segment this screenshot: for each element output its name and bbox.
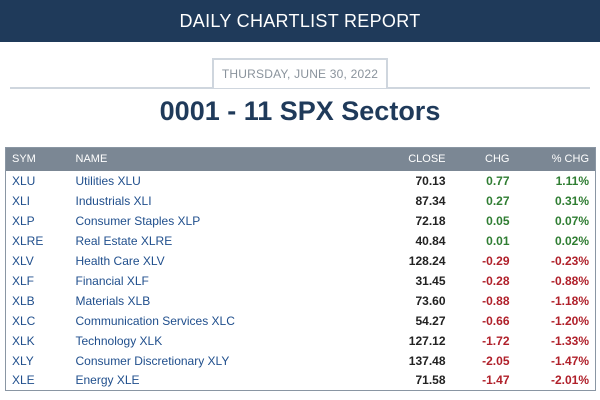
col-header-name[interactable]: NAME [69, 147, 366, 171]
col-header-close[interactable]: CLOSE [365, 147, 452, 171]
symbol-link[interactable]: XLRE [12, 233, 44, 248]
symbol-link[interactable]: XLI [12, 193, 31, 208]
change-value: -1.72 [482, 333, 510, 348]
report-date: THURSDAY, JUNE 30, 2022 [212, 58, 388, 88]
sector-name-link[interactable]: Real Estate XLRE [75, 233, 173, 248]
percent-change-value: -0.23% [550, 253, 589, 268]
col-header-pct-chg[interactable]: % CHG [515, 147, 596, 171]
change-value: -0.29 [482, 253, 510, 268]
percent-change-value: -1.47% [550, 353, 589, 368]
percent-change-value: -2.01% [550, 373, 589, 388]
table-row[interactable]: XLV Health Care XLV 128.24 -0.29 -0.23% [6, 251, 596, 271]
symbol-link[interactable]: XLY [12, 353, 34, 368]
close-value: 73.60 [415, 293, 446, 308]
report-date-text: THURSDAY, JUNE 30, 2022 [221, 67, 379, 81]
close-value: 137.48 [408, 353, 446, 368]
sector-name-link[interactable]: Consumer Staples XLP [75, 213, 201, 228]
sector-name-link[interactable]: Communication Services XLC [75, 313, 235, 328]
table-row[interactable]: XLU Utilities XLU 70.13 0.77 1.11% [6, 171, 596, 191]
table-row[interactable]: XLB Materials XLB 73.60 -0.88 -1.18% [6, 291, 596, 311]
table-row[interactable]: XLC Communication Services XLC 54.27 -0.66 -… [6, 311, 596, 331]
change-value: 0.01 [486, 233, 510, 248]
sector-name-link[interactable]: Energy XLE [75, 373, 140, 388]
symbol-link[interactable]: XLK [12, 333, 35, 348]
close-value: 70.13 [415, 173, 446, 188]
change-value: 0.77 [486, 173, 510, 188]
table-row[interactable]: XLE Energy XLE 71.58 -1.47 -2.01% [6, 371, 596, 391]
close-value: 128.24 [408, 253, 446, 268]
banner-title: DAILY CHARTLIST REPORT [179, 10, 421, 31]
change-value: -0.28 [482, 273, 510, 288]
close-value: 40.84 [415, 233, 446, 248]
table-row[interactable]: XLK Technology XLK 127.12 -1.72 -1.33% [6, 331, 596, 351]
sector-table: SYM NAME CLOSE CHG % CHG XLU Utilities XL… [5, 147, 596, 391]
percent-change-value: 0.31% [554, 193, 589, 208]
percent-change-value: 1.11% [555, 173, 589, 188]
change-value: -1.47 [482, 373, 510, 388]
close-value: 127.12 [408, 333, 446, 348]
chartlist-title: 0001 - 11 SPX Sectors [159, 96, 441, 126]
percent-change-value: -1.33% [550, 333, 589, 348]
percent-change-value: -0.88% [550, 273, 589, 288]
change-value: 0.27 [486, 193, 510, 208]
close-value: 71.58 [415, 373, 446, 388]
sector-name-link[interactable]: Industrials XLI [75, 193, 152, 208]
report-banner: DAILY CHARTLIST REPORT [0, 0, 600, 42]
sector-name-link[interactable]: Health Care XLV [75, 253, 165, 268]
table-row[interactable]: XLRE Real Estate XLRE 40.84 0.01 0.02% [6, 231, 596, 251]
table-body: XLU Utilities XLU 70.13 0.77 1.11% XLI Industr… [6, 171, 596, 391]
table-row[interactable]: XLF Financial XLF 31.45 -0.28 -0.88% [6, 271, 596, 291]
divider [10, 87, 590, 89]
sector-name-link[interactable]: Financial XLF [75, 273, 149, 288]
symbol-link[interactable]: XLF [12, 273, 35, 288]
table-row[interactable]: XLI Industrials XLI 87.34 0.27 0.31% [6, 191, 596, 211]
symbol-link[interactable]: XLE [12, 373, 35, 388]
symbol-link[interactable]: XLP [12, 213, 35, 228]
close-value: 87.34 [415, 193, 446, 208]
table-header-row: SYM NAME CLOSE CHG % CHG [5, 147, 596, 171]
symbol-link[interactable]: XLU [12, 173, 36, 188]
change-value: -0.66 [482, 313, 510, 328]
symbol-link[interactable]: XLC [12, 313, 36, 328]
percent-change-value: -1.18% [550, 293, 589, 308]
symbol-link[interactable]: XLB [12, 293, 35, 308]
sector-name-link[interactable]: Utilities XLU [75, 173, 141, 188]
change-value: 0.05 [486, 213, 510, 228]
sector-name-link[interactable]: Consumer Discretionary XLY [75, 353, 230, 368]
symbol-link[interactable]: XLV [12, 253, 34, 268]
change-value: -2.05 [482, 353, 510, 368]
sector-name-link[interactable]: Technology XLK [75, 333, 163, 348]
percent-change-value: 0.02% [554, 233, 589, 248]
col-header-chg[interactable]: CHG [451, 147, 516, 171]
percent-change-value: 0.07% [554, 213, 589, 228]
close-value: 31.45 [415, 273, 446, 288]
percent-change-value: -1.20% [550, 313, 589, 328]
change-value: -0.88 [482, 293, 510, 308]
sector-name-link[interactable]: Materials XLB [75, 293, 151, 308]
col-header-sym[interactable]: SYM [5, 147, 70, 171]
table-row[interactable]: XLP Consumer Staples XLP 72.18 0.05 0.07% [6, 211, 596, 231]
close-value: 72.18 [415, 213, 446, 228]
close-value: 54.27 [415, 313, 446, 328]
table-row[interactable]: XLY Consumer Discretionary XLY 137.48 -2.05… [6, 351, 596, 371]
